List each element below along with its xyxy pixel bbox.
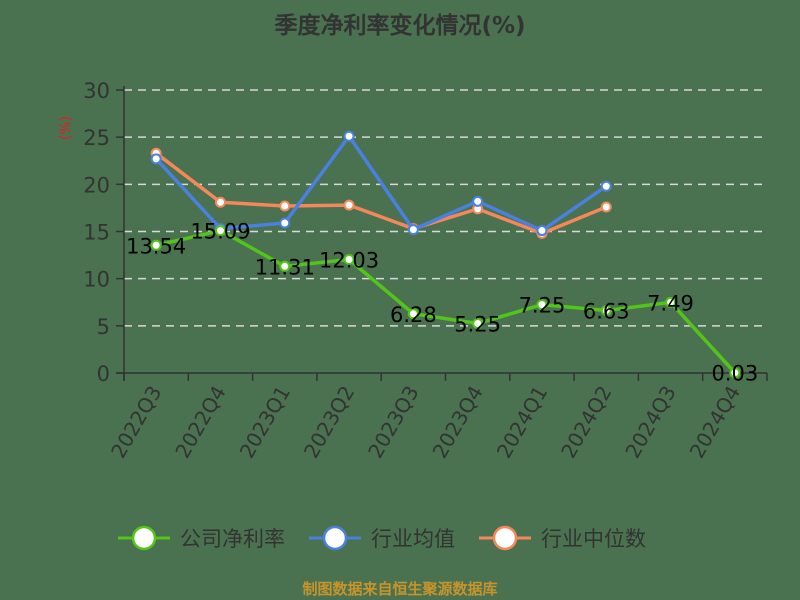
legend-label: 行业中位数 xyxy=(541,527,646,551)
y-tick-label: 20 xyxy=(83,173,110,197)
data-point[interactable] xyxy=(279,217,291,229)
data-point[interactable] xyxy=(600,201,612,213)
data-point[interactable] xyxy=(600,304,612,316)
data-point[interactable] xyxy=(729,367,741,379)
data-point[interactable] xyxy=(279,260,291,272)
legend-median-marker-icon xyxy=(479,525,531,551)
data-point[interactable] xyxy=(343,254,355,266)
data-point[interactable] xyxy=(214,225,226,237)
data-point[interactable] xyxy=(150,239,162,251)
x-tick-label: 2024Q4 xyxy=(685,382,745,463)
x-tick-label: 2024Q1 xyxy=(492,382,552,463)
legend-item[interactable]: 行业中位数 xyxy=(479,523,646,553)
data-point[interactable] xyxy=(472,317,484,329)
y-tick-label: 0 xyxy=(97,362,110,386)
data-point[interactable] xyxy=(407,308,419,320)
legend-average-marker-icon xyxy=(309,525,361,551)
y-tick-label: 25 xyxy=(83,126,110,150)
data-label: 5.25 xyxy=(454,312,501,336)
y-tick-label: 10 xyxy=(83,268,110,292)
data-point[interactable] xyxy=(536,225,548,237)
series-lines xyxy=(150,130,741,379)
data-label: 15.09 xyxy=(190,220,250,244)
legend-item[interactable]: 公司净利率 xyxy=(118,523,285,553)
series-line xyxy=(155,228,737,374)
data-source-note: 制图数据来自恒生聚源数据库 xyxy=(302,580,498,598)
legend-item[interactable]: 行业均值 xyxy=(309,523,455,553)
x-tick-label: 2024Q2 xyxy=(556,382,616,463)
chart-title: 季度净利率变化情况(%) xyxy=(274,13,526,39)
series-line xyxy=(155,151,607,236)
data-point[interactable] xyxy=(343,130,355,142)
legend-company-marker-icon xyxy=(118,525,170,551)
x-tick-label: 2023Q2 xyxy=(299,382,359,463)
y-tick-label: 30 xyxy=(83,79,110,103)
data-point[interactable] xyxy=(150,153,162,165)
legend: 公司净利率 行业均值 行业中位数 xyxy=(118,520,646,556)
data-point[interactable] xyxy=(214,196,226,208)
data-point[interactable] xyxy=(472,195,484,207)
x-tick-label: 2023Q4 xyxy=(428,382,488,463)
y-axis-label: (%) xyxy=(58,116,74,140)
data-point[interactable] xyxy=(279,200,291,212)
series-line xyxy=(154,134,608,233)
y-tick-label: 5 xyxy=(97,315,110,339)
legend-label: 公司净利率 xyxy=(180,527,285,551)
x-tick-label: 2022Q3 xyxy=(106,382,166,463)
legend-label: 行业均值 xyxy=(371,527,455,551)
data-label: 13.54 xyxy=(126,234,186,258)
data-point[interactable] xyxy=(536,299,548,311)
grid-lines xyxy=(124,89,767,327)
data-label: 7.49 xyxy=(647,291,694,315)
y-tick-label: 15 xyxy=(83,221,110,245)
x-tick-label: 2023Q1 xyxy=(235,382,295,463)
x-tick-label: 2024Q3 xyxy=(620,382,680,463)
x-tick-label: 2023Q3 xyxy=(363,382,423,463)
data-label: 12.03 xyxy=(319,249,379,273)
data-label: 0.03 xyxy=(711,362,758,386)
x-tick-label: 2022Q4 xyxy=(170,382,230,463)
data-point[interactable] xyxy=(343,199,355,211)
data-label: 11.31 xyxy=(255,255,315,279)
data-label: 6.63 xyxy=(583,299,630,323)
data-label: 7.25 xyxy=(519,294,566,318)
data-point[interactable] xyxy=(407,224,419,236)
data-point[interactable] xyxy=(665,296,677,308)
data-point[interactable] xyxy=(600,180,612,192)
data-label: 6.28 xyxy=(390,303,437,327)
